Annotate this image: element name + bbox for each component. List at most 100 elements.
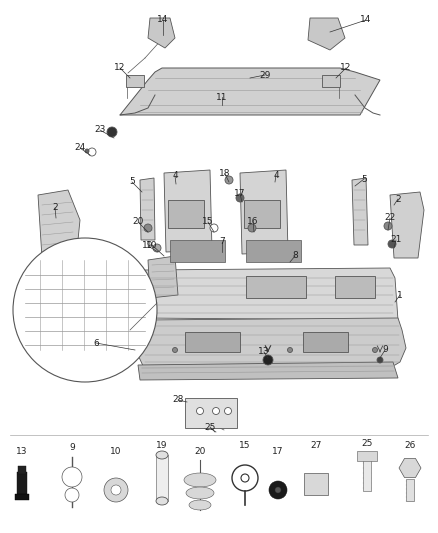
Bar [126,75,144,87]
Circle shape [173,348,177,352]
Text: 14: 14 [360,15,372,25]
Text: 20: 20 [132,217,144,227]
Circle shape [275,487,281,493]
Text: 5: 5 [129,177,135,187]
Text: 11: 11 [216,93,228,101]
Circle shape [269,481,287,499]
Text: 12: 12 [340,63,352,72]
Text: 7: 7 [219,238,225,246]
Bar [185,332,240,352]
Polygon shape [138,318,406,368]
Polygon shape [148,256,178,298]
Circle shape [144,224,152,232]
Circle shape [88,148,96,156]
Text: 12: 12 [114,63,126,72]
Text: 6: 6 [93,338,99,348]
Ellipse shape [156,451,168,459]
Text: 17: 17 [272,448,284,456]
Text: 27: 27 [310,440,321,449]
Text: 25: 25 [361,439,373,448]
Text: 2: 2 [395,195,401,204]
Text: 16: 16 [247,216,259,225]
Text: 24: 24 [74,143,85,152]
Text: 15: 15 [202,217,214,227]
Ellipse shape [184,473,216,487]
Text: 20: 20 [194,448,206,456]
Circle shape [65,488,79,502]
Bar [246,276,306,298]
Circle shape [210,224,218,232]
Text: 25: 25 [204,423,215,432]
Text: 9: 9 [382,345,388,354]
Text: 8: 8 [292,252,298,261]
Circle shape [377,357,383,363]
Circle shape [287,348,293,352]
Text: 1: 1 [397,290,403,300]
Circle shape [85,149,89,153]
Circle shape [225,408,232,415]
Polygon shape [140,178,155,240]
Circle shape [248,224,256,232]
Bar [168,200,204,228]
Text: 28: 28 [172,395,184,405]
Bar [18,466,26,474]
Text: 26: 26 [404,440,416,449]
Text: 13: 13 [258,348,270,357]
Bar [406,479,414,501]
Circle shape [212,408,219,415]
Bar [322,75,340,87]
Circle shape [111,485,121,495]
Circle shape [225,176,233,184]
Polygon shape [120,68,380,115]
Circle shape [153,244,161,252]
Polygon shape [399,458,421,478]
Bar [303,332,348,352]
Circle shape [236,194,244,202]
Circle shape [107,127,117,137]
Bar [304,473,328,495]
Polygon shape [240,170,288,254]
Bar [170,240,225,262]
Circle shape [232,465,258,491]
Text: 22: 22 [385,214,396,222]
Text: 10: 10 [146,240,158,249]
Circle shape [62,467,82,487]
Text: 9: 9 [69,442,75,451]
Text: 4: 4 [273,171,279,180]
Ellipse shape [186,487,214,499]
Bar [185,398,237,428]
Polygon shape [352,178,368,245]
Circle shape [13,238,157,382]
Polygon shape [164,170,212,252]
Text: 4: 4 [172,172,178,181]
Bar [17,472,27,494]
Polygon shape [148,18,175,48]
Ellipse shape [156,497,168,505]
Text: 21: 21 [390,236,402,245]
Bar [363,459,371,491]
Bar [244,200,280,228]
Text: 17: 17 [234,190,246,198]
Text: 2: 2 [52,204,58,213]
Bar [335,276,375,298]
Text: 18: 18 [219,169,231,179]
Circle shape [241,474,249,482]
Circle shape [104,478,128,502]
Text: 15: 15 [239,440,251,449]
Text: 10: 10 [110,448,122,456]
Text: 19: 19 [156,440,168,449]
Polygon shape [138,362,398,380]
Circle shape [372,348,378,352]
Polygon shape [390,192,424,258]
Polygon shape [308,18,345,50]
Polygon shape [140,268,398,320]
Circle shape [388,240,396,248]
Text: 14: 14 [157,15,169,25]
Text: 29: 29 [259,70,271,79]
Ellipse shape [189,500,211,510]
Text: 23: 23 [94,125,106,134]
Circle shape [384,222,392,230]
Text: 13: 13 [16,448,28,456]
Bar [156,455,168,501]
Text: 19: 19 [142,241,154,251]
